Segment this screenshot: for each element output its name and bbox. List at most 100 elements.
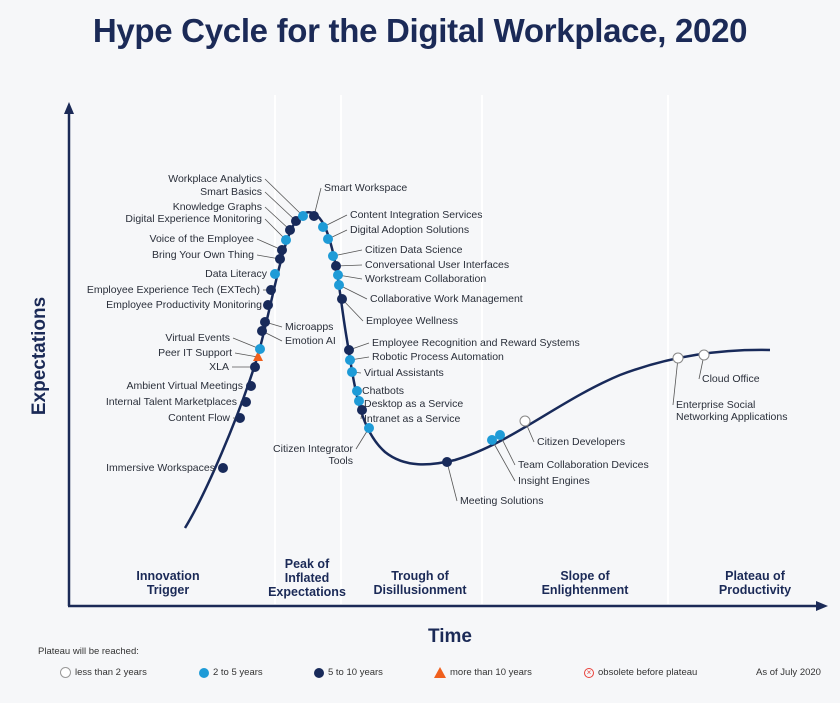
phase-label: Trigger: [147, 583, 190, 597]
point-label: Meeting Solutions: [460, 495, 543, 507]
point-marker: [255, 344, 265, 354]
phase-label: Plateau of: [725, 569, 786, 583]
leader-line: [264, 191, 297, 222]
point-marker: [347, 367, 357, 377]
point-label: Workplace Analytics: [168, 173, 262, 185]
point-label: Employee Recognition and Reward Systems: [372, 337, 580, 349]
point-label: Employee Wellness: [366, 315, 458, 327]
chart-title: Hype Cycle for the Digital Workplace, 20…: [92, 12, 748, 49]
phase-label: Peak of: [285, 557, 330, 571]
point-label: Ambient Virtual Meetings: [126, 380, 243, 392]
point-label: Internal Talent Marketplaces: [106, 396, 237, 408]
point-label: Team Collaboration Devices: [518, 459, 649, 471]
point-marker: [275, 254, 285, 264]
legend-item-2to5: 2 to 5 years: [199, 667, 263, 678]
point-label: XLA: [209, 361, 229, 373]
point-marker: [260, 317, 270, 327]
point-label: Desktop as a Service: [364, 398, 463, 410]
point-label: Digital Experience Monitoring: [125, 213, 262, 225]
point-label: Immersive Workspaces: [106, 462, 215, 474]
phase-dividers: [274, 95, 669, 604]
point-label: Smart Workspace: [324, 182, 407, 194]
point-label: Microapps: [285, 321, 333, 333]
point-label: Content Integration Services: [350, 209, 483, 221]
phase-label: Slope of: [560, 569, 610, 583]
phase-label: Trough of: [391, 569, 449, 583]
point-marker: [291, 216, 301, 226]
as-of-date: As of July 2020: [756, 667, 821, 678]
leader-line: [491, 439, 516, 482]
point-label: Cloud Office: [702, 373, 760, 385]
light-blue-circle-icon: [199, 667, 209, 678]
point-marker: [298, 211, 308, 221]
point-label: Virtual Events: [165, 332, 230, 344]
point-marker: [334, 280, 344, 290]
legend-label: 2 to 5 years: [213, 667, 263, 678]
point-marker: [281, 235, 291, 245]
point-marker: [495, 430, 505, 440]
leader-line: [338, 284, 368, 300]
point-label: Voice of the Employee: [150, 233, 255, 245]
point-marker: [357, 405, 367, 415]
point-label: Employee Experience Tech (EXTech): [87, 284, 260, 296]
leader-line: [446, 461, 458, 502]
orange-triangle-icon: [434, 667, 446, 678]
x-axis-arrow: [816, 601, 828, 611]
data-points: [218, 211, 710, 473]
point-marker: [323, 234, 333, 244]
point-marker: [309, 211, 319, 221]
phase-label: Inflated: [285, 571, 329, 585]
legend-item-lt2: less than 2 years: [60, 667, 147, 678]
point-label: Workstream Collaboration: [365, 273, 486, 285]
leader-line: [499, 434, 516, 466]
point-label: Knowledge Graphs: [173, 201, 262, 213]
legend-label: 5 to 10 years: [328, 667, 383, 678]
white-circle-icon: [60, 667, 71, 678]
point-marker: [266, 285, 276, 295]
legend-label: obsolete before plateau: [598, 667, 698, 678]
point-marker: [672, 352, 684, 364]
point-marker: [352, 386, 362, 396]
point-label: Citizen Developers: [537, 436, 625, 448]
point-marker: [218, 463, 228, 473]
point-label: Smart Basics: [200, 186, 262, 198]
y-axis-label: Expectations: [29, 297, 50, 415]
point-marker: [263, 300, 273, 310]
point-label: Employee Productivity Monitoring: [106, 299, 262, 311]
point-label: Chatbots: [362, 385, 404, 397]
point-label: Robotic Process Automation: [372, 351, 504, 363]
phase-label: Expectations: [268, 585, 346, 599]
point-marker: [318, 222, 328, 232]
leader-line: [234, 352, 259, 358]
legend-label: more than 10 years: [450, 667, 532, 678]
point-label: Peer IT Support: [158, 347, 232, 359]
point-marker: [345, 355, 355, 365]
phase-label: Disillusionment: [373, 583, 467, 597]
point-marker: [328, 251, 338, 261]
leader-line: [264, 206, 291, 231]
point-label: Content Flow: [168, 412, 230, 424]
point-marker: [257, 326, 267, 336]
x-axis-label: Time: [428, 626, 472, 647]
point-marker: [277, 245, 287, 255]
phase-label: Innovation: [136, 569, 199, 583]
point-marker: [241, 397, 251, 407]
point-label: Intranet as a Service: [364, 413, 460, 425]
point-marker: [344, 345, 354, 355]
point-marker-triangle: [253, 351, 263, 361]
point-marker: [442, 457, 452, 467]
point-marker: [519, 415, 531, 427]
point-marker: [285, 225, 295, 235]
leader-line: [264, 178, 304, 217]
navy-circle-icon: [314, 667, 324, 678]
point-label: Emotion AI: [285, 335, 336, 347]
legend-item-gt10: more than 10 years: [434, 667, 532, 678]
point-marker: [337, 294, 347, 304]
point-label: Virtual Assistants: [364, 367, 444, 379]
point-label: Bring Your Own Thing: [152, 249, 254, 261]
point-marker: [246, 381, 256, 391]
point-label: Citizen Data Science: [365, 244, 463, 256]
point-marker: [270, 269, 280, 279]
leader-line: [672, 357, 679, 406]
